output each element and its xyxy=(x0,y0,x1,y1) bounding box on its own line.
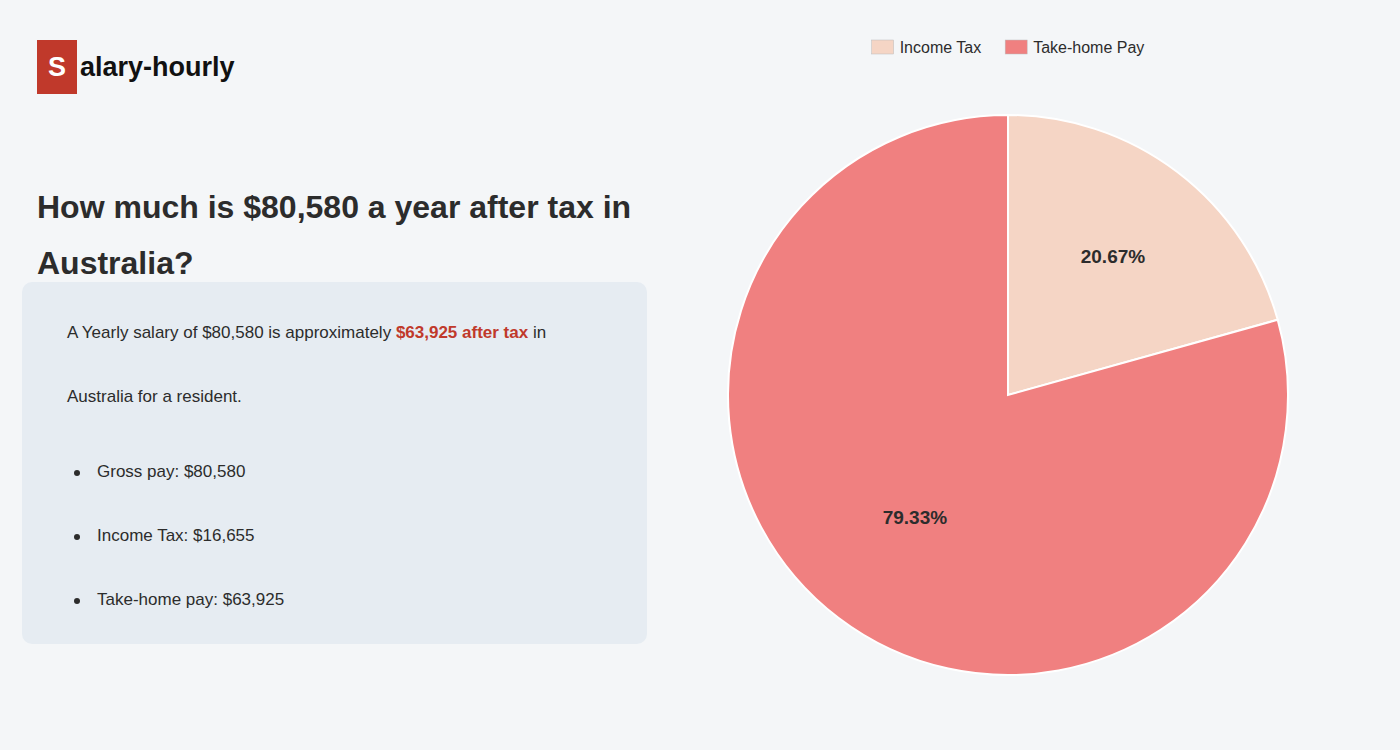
legend-swatch xyxy=(872,40,894,54)
box-text-part: Take-home pay: $63,925 xyxy=(97,590,284,609)
box-text: Income Tax: $16,655 xyxy=(97,526,255,545)
legend-item: Income Tax xyxy=(872,39,982,56)
data-labels: 20.67% 79.33% xyxy=(883,246,1146,528)
box-text-part: in xyxy=(528,323,546,342)
legend: Income Tax Take-home Pay xyxy=(872,39,1145,56)
bullet xyxy=(74,470,80,476)
data-label: 20.67% xyxy=(1081,246,1146,267)
pie-slice xyxy=(728,115,1288,675)
data-label: 79.33% xyxy=(883,507,948,528)
box-text-part: A Yearly salary of $80,580 is approximat… xyxy=(67,323,396,342)
title: How much is $80,580 a year after tax in xyxy=(37,189,631,225)
box-highlight: $63,925 after tax xyxy=(396,323,529,342)
box-text-part: Australia for a resident. xyxy=(67,387,242,406)
box-text: Take-home pay: $63,925 xyxy=(97,590,284,609)
logo-text: alary-hourly xyxy=(80,52,235,82)
box-text: A Yearly salary of $80,580 is approximat… xyxy=(67,323,546,342)
box-text-part: Income Tax: $16,655 xyxy=(97,526,255,545)
background xyxy=(0,0,1400,750)
title: Australia? xyxy=(37,245,193,281)
legend-item: Take-home Pay xyxy=(1005,39,1144,56)
legend-swatch xyxy=(1005,40,1027,54)
logo-letter: S xyxy=(48,52,66,82)
box-text: Australia for a resident. xyxy=(67,387,242,406)
box-text: Gross pay: $80,580 xyxy=(97,462,245,481)
pie xyxy=(728,115,1288,675)
chart-root: Salary-hourly How much is $80,580 a year … xyxy=(0,0,1400,750)
logo-box xyxy=(37,40,77,94)
legend-label: Income Tax xyxy=(900,39,982,56)
bullet xyxy=(74,534,80,540)
bullet xyxy=(74,598,80,604)
legend-label: Take-home Pay xyxy=(1033,39,1144,56)
box-text-part: Gross pay: $80,580 xyxy=(97,462,245,481)
info-box xyxy=(22,282,647,644)
